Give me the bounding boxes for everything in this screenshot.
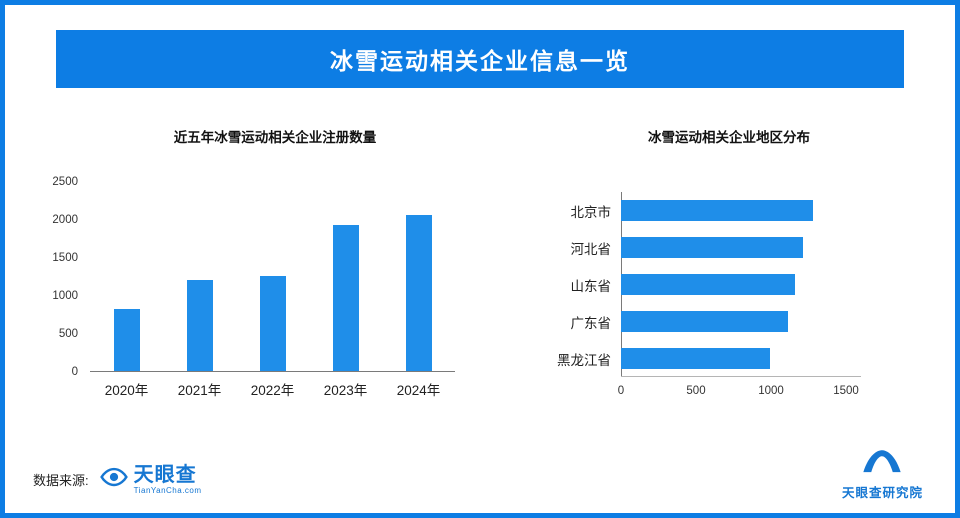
y-category-label: 河北省 — [570, 241, 612, 257]
x-tick-label: 0 — [617, 385, 625, 397]
y-category-label: 山东省 — [570, 278, 612, 294]
y-tick-label: 1000 — [52, 290, 78, 302]
page-title: 冰雪运动相关企业信息一览 — [330, 48, 630, 74]
bars-area — [90, 182, 455, 372]
research-institute-logo: 天眼查研究院 — [842, 446, 923, 501]
tianyancha-name: 天眼查 — [133, 463, 197, 486]
bar-2023年 — [332, 225, 359, 371]
bar-广东省 — [621, 311, 788, 332]
x-tick-label: 2022年 — [250, 383, 295, 398]
y-tick-label: 500 — [58, 328, 78, 340]
region-row: 河北省 — [543, 229, 915, 266]
y-category-label: 广东省 — [570, 315, 612, 331]
bar-2024年 — [405, 215, 432, 371]
x-tick-label: 1000 — [758, 385, 784, 397]
research-institute-name: 天眼查研究院 — [841, 486, 923, 500]
region-row: 黑龙江省 — [543, 340, 915, 377]
x-tick-label: 500 — [686, 385, 706, 397]
registrations-chart-title: 近五年冰雪运动相关企业注册数量 — [173, 130, 377, 145]
bar-column — [92, 309, 162, 371]
bar-track — [621, 274, 915, 295]
bar-column — [165, 279, 235, 371]
bar-山东省 — [621, 274, 795, 295]
bar-北京市 — [621, 200, 813, 221]
bar-河北省 — [621, 237, 803, 258]
regions-chart: 冰雪运动相关企业地区分布 北京市河北省山东省广东省黑龙江省 0 500 1000 15… — [543, 126, 915, 403]
x-tick-label: 2023年 — [323, 383, 368, 398]
y-tick-label: 2000 — [52, 214, 78, 226]
registrations-chart: 近五年冰雪运动相关企业注册数量 0 500 1000 1500 2000 2500 202… — [35, 126, 515, 403]
tianyancha-wordmark: 天眼查 TianYanCha.com — [134, 465, 202, 495]
tianyancha-domain: TianYanCha.com — [133, 485, 202, 495]
bar-column — [238, 276, 308, 371]
tianyancha-logo: 天眼查 TianYanCha.com — [99, 462, 202, 497]
data-source-label: 数据来源: — [33, 473, 89, 488]
bar-column — [384, 215, 454, 371]
x-axis-line — [621, 376, 861, 377]
bar-2021年 — [186, 279, 213, 371]
y-tick-label: 2500 — [52, 176, 78, 188]
region-row: 广东省 — [543, 303, 915, 340]
y-category-label: 黑龙江省 — [557, 352, 611, 368]
regions-chart-plot-area: 北京市河北省山东省广东省黑龙江省 — [543, 192, 915, 377]
bar-track — [621, 237, 915, 258]
registrations-chart-plot-area: 0 500 1000 1500 2000 2500 — [35, 176, 515, 378]
eye-icon — [99, 462, 129, 497]
charts-row: 近五年冰雪运动相关企业注册数量 0 500 1000 1500 2000 2500 202… — [5, 126, 955, 403]
header-banner: 冰雪运动相关企业信息一览 — [56, 30, 904, 88]
x-tick-label: 2021年 — [177, 383, 222, 398]
bar-track — [621, 348, 915, 369]
data-source: 数据来源: 天眼查 TianYanCha.com — [33, 462, 202, 497]
regions-chart-title: 冰雪运动相关企业地区分布 — [648, 130, 810, 145]
bar-track — [621, 311, 915, 332]
bar-column — [311, 225, 381, 371]
x-axis-labels: 0 500 1000 1500 — [617, 383, 915, 403]
x-tick-label: 2020年 — [104, 383, 149, 398]
x-tick-label: 1500 — [833, 385, 859, 397]
bar-2020年 — [113, 309, 140, 371]
bar-track — [621, 200, 915, 221]
x-axis-labels: 2020年 2021年 2022年 2023年 2024年 — [90, 379, 455, 399]
arch-mountain-icon — [859, 446, 905, 479]
y-axis: 0 500 1000 1500 2000 2500 — [35, 176, 90, 378]
bar-2022年 — [259, 276, 286, 371]
y-category-label: 北京市 — [570, 204, 612, 220]
x-tick-label: 2024年 — [396, 383, 441, 398]
bar-黑龙江省 — [621, 348, 770, 369]
y-tick-label: 0 — [71, 366, 78, 378]
y-tick-label: 1500 — [52, 252, 78, 264]
region-row: 山东省 — [543, 266, 915, 303]
region-row: 北京市 — [543, 192, 915, 229]
